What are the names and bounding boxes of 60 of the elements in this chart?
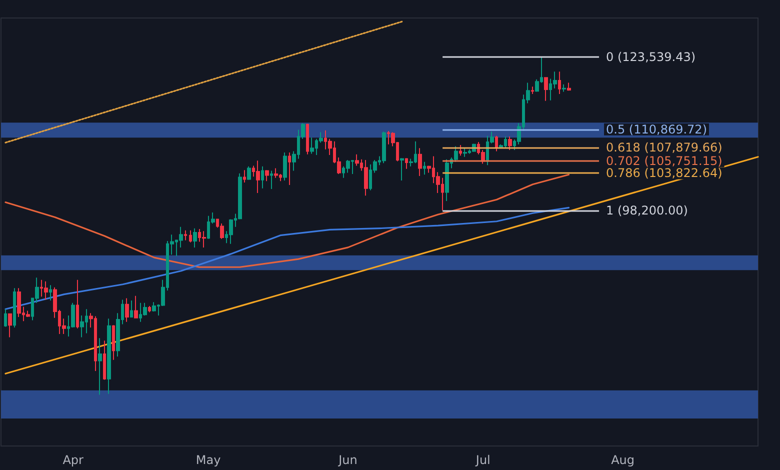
candlestick bbox=[107, 318, 111, 394]
candlestick bbox=[247, 166, 251, 180]
candlestick bbox=[103, 340, 106, 380]
ref-line-label: 1 (98,200.00) bbox=[606, 203, 688, 218]
candlestick bbox=[463, 148, 467, 158]
candlestick bbox=[405, 158, 408, 170]
candlestick bbox=[306, 123, 309, 155]
candlestick bbox=[4, 308, 7, 328]
candlestick bbox=[544, 76, 548, 102]
candlestick bbox=[310, 137, 314, 154]
candlestick bbox=[274, 168, 278, 178]
candlestick bbox=[98, 338, 102, 396]
candlestick bbox=[130, 300, 133, 318]
ref-line-label: 0.618 (107,879.66) bbox=[606, 140, 722, 155]
candlestick bbox=[495, 135, 498, 152]
candlestick bbox=[288, 152, 291, 186]
candlestick bbox=[423, 161, 426, 176]
candlestick bbox=[243, 170, 246, 183]
candlestick bbox=[49, 284, 52, 302]
candlestick bbox=[8, 313, 12, 338]
candlestick bbox=[531, 86, 534, 95]
candlestick bbox=[13, 288, 16, 328]
candlestick bbox=[283, 152, 287, 181]
candlestick bbox=[152, 302, 156, 312]
candlestick bbox=[562, 84, 566, 92]
ref-line-label: 0.702 (105,751.15) bbox=[606, 154, 722, 168]
candlestick bbox=[418, 148, 422, 176]
candlestick bbox=[193, 228, 197, 248]
candlestick bbox=[400, 158, 404, 181]
candlestick bbox=[558, 71, 561, 95]
candlestick bbox=[445, 158, 449, 202]
candlestick bbox=[17, 288, 21, 318]
x-tick-label: Jul bbox=[474, 453, 490, 467]
candlestick bbox=[459, 144, 462, 156]
candlestick bbox=[112, 324, 115, 360]
x-tick-label: Jun bbox=[338, 453, 358, 467]
ref-line-label: 0.5 (110,869.72) bbox=[606, 122, 707, 136]
candlestick bbox=[382, 131, 386, 164]
x-tick-label: Apr bbox=[62, 453, 84, 467]
candlestick bbox=[184, 230, 187, 241]
candlestick bbox=[220, 222, 224, 240]
candlestick bbox=[189, 230, 192, 243]
ref-line-label: 0.786 (103,822.64) bbox=[606, 166, 722, 180]
candlestick bbox=[44, 280, 48, 300]
candlestick bbox=[270, 170, 273, 190]
ref-line-label: 0 (123,539.43) bbox=[606, 50, 696, 64]
candlestick bbox=[148, 305, 151, 313]
x-tick-label: May bbox=[196, 453, 221, 467]
candlestick bbox=[76, 279, 79, 329]
candlestick bbox=[26, 310, 30, 318]
candlestick bbox=[256, 160, 260, 194]
candlestick bbox=[202, 230, 206, 248]
candlestick bbox=[508, 136, 512, 150]
candlestick bbox=[364, 160, 368, 196]
candlestick bbox=[265, 170, 269, 182]
candlestick bbox=[567, 82, 571, 92]
x-tick-label: Aug bbox=[611, 453, 635, 467]
candlestick bbox=[125, 298, 129, 322]
candlestick bbox=[134, 295, 138, 318]
candlestick bbox=[261, 166, 264, 189]
